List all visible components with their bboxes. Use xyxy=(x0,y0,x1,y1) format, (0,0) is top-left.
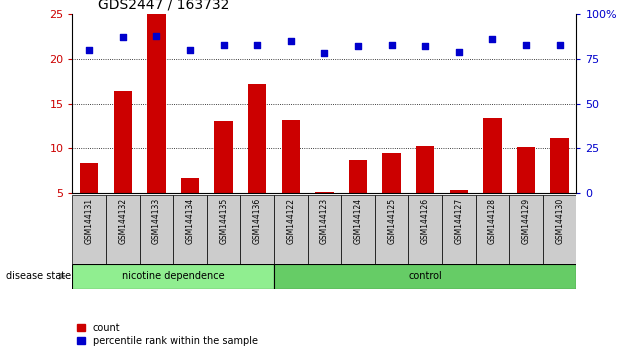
Bar xyxy=(241,195,274,264)
Bar xyxy=(416,147,435,193)
Text: GSM144135: GSM144135 xyxy=(219,198,228,244)
Point xyxy=(84,47,94,53)
Text: GSM144127: GSM144127 xyxy=(454,198,463,244)
Bar xyxy=(274,195,307,264)
Bar xyxy=(274,264,576,289)
Point xyxy=(252,42,262,47)
Bar xyxy=(476,195,509,264)
Point xyxy=(185,47,195,53)
Bar xyxy=(140,195,173,264)
Text: GSM144122: GSM144122 xyxy=(287,198,295,244)
Point xyxy=(319,51,329,56)
Bar xyxy=(341,195,375,264)
Text: GSM144123: GSM144123 xyxy=(320,198,329,244)
Text: disease state: disease state xyxy=(6,271,71,281)
Bar xyxy=(442,195,476,264)
Bar xyxy=(382,153,401,193)
Text: GSM144133: GSM144133 xyxy=(152,198,161,244)
Text: GSM144132: GSM144132 xyxy=(118,198,127,244)
Text: GSM144130: GSM144130 xyxy=(555,198,564,244)
Point xyxy=(387,42,397,47)
Bar xyxy=(80,164,98,193)
Text: GSM144125: GSM144125 xyxy=(387,198,396,244)
Point xyxy=(554,42,564,47)
Bar xyxy=(173,195,207,264)
Text: control: control xyxy=(408,271,442,281)
Bar xyxy=(450,190,468,193)
Text: GSM144131: GSM144131 xyxy=(85,198,94,244)
Text: nicotine dependence: nicotine dependence xyxy=(122,271,224,281)
Point xyxy=(420,44,430,49)
Bar xyxy=(113,91,132,193)
Point xyxy=(353,44,363,49)
Bar xyxy=(72,195,106,264)
Bar xyxy=(408,195,442,264)
Bar xyxy=(483,118,501,193)
Point xyxy=(151,33,161,39)
Bar xyxy=(543,195,576,264)
Text: GSM144129: GSM144129 xyxy=(522,198,530,244)
Bar xyxy=(147,14,166,193)
Text: GSM144126: GSM144126 xyxy=(421,198,430,244)
Legend: count, percentile rank within the sample: count, percentile rank within the sample xyxy=(77,323,258,346)
Bar xyxy=(72,264,274,289)
Text: GSM144128: GSM144128 xyxy=(488,198,497,244)
Bar xyxy=(214,121,233,193)
Bar xyxy=(207,195,241,264)
Bar xyxy=(106,195,140,264)
Text: GSM144124: GSM144124 xyxy=(353,198,362,244)
Text: GDS2447 / 163732: GDS2447 / 163732 xyxy=(98,0,229,12)
Bar xyxy=(349,160,367,193)
Point xyxy=(118,35,128,40)
Bar xyxy=(307,195,341,264)
Bar xyxy=(315,192,334,193)
Point xyxy=(521,42,531,47)
Bar xyxy=(181,178,199,193)
Bar xyxy=(551,137,569,193)
Bar xyxy=(375,195,408,264)
Bar xyxy=(282,120,300,193)
Point xyxy=(454,49,464,55)
Bar xyxy=(248,84,266,193)
Point xyxy=(488,36,498,42)
Point xyxy=(286,38,296,44)
Point xyxy=(219,42,229,47)
Bar xyxy=(517,147,536,193)
Text: GSM144136: GSM144136 xyxy=(253,198,261,244)
Bar xyxy=(509,195,543,264)
Text: GSM144134: GSM144134 xyxy=(186,198,195,244)
